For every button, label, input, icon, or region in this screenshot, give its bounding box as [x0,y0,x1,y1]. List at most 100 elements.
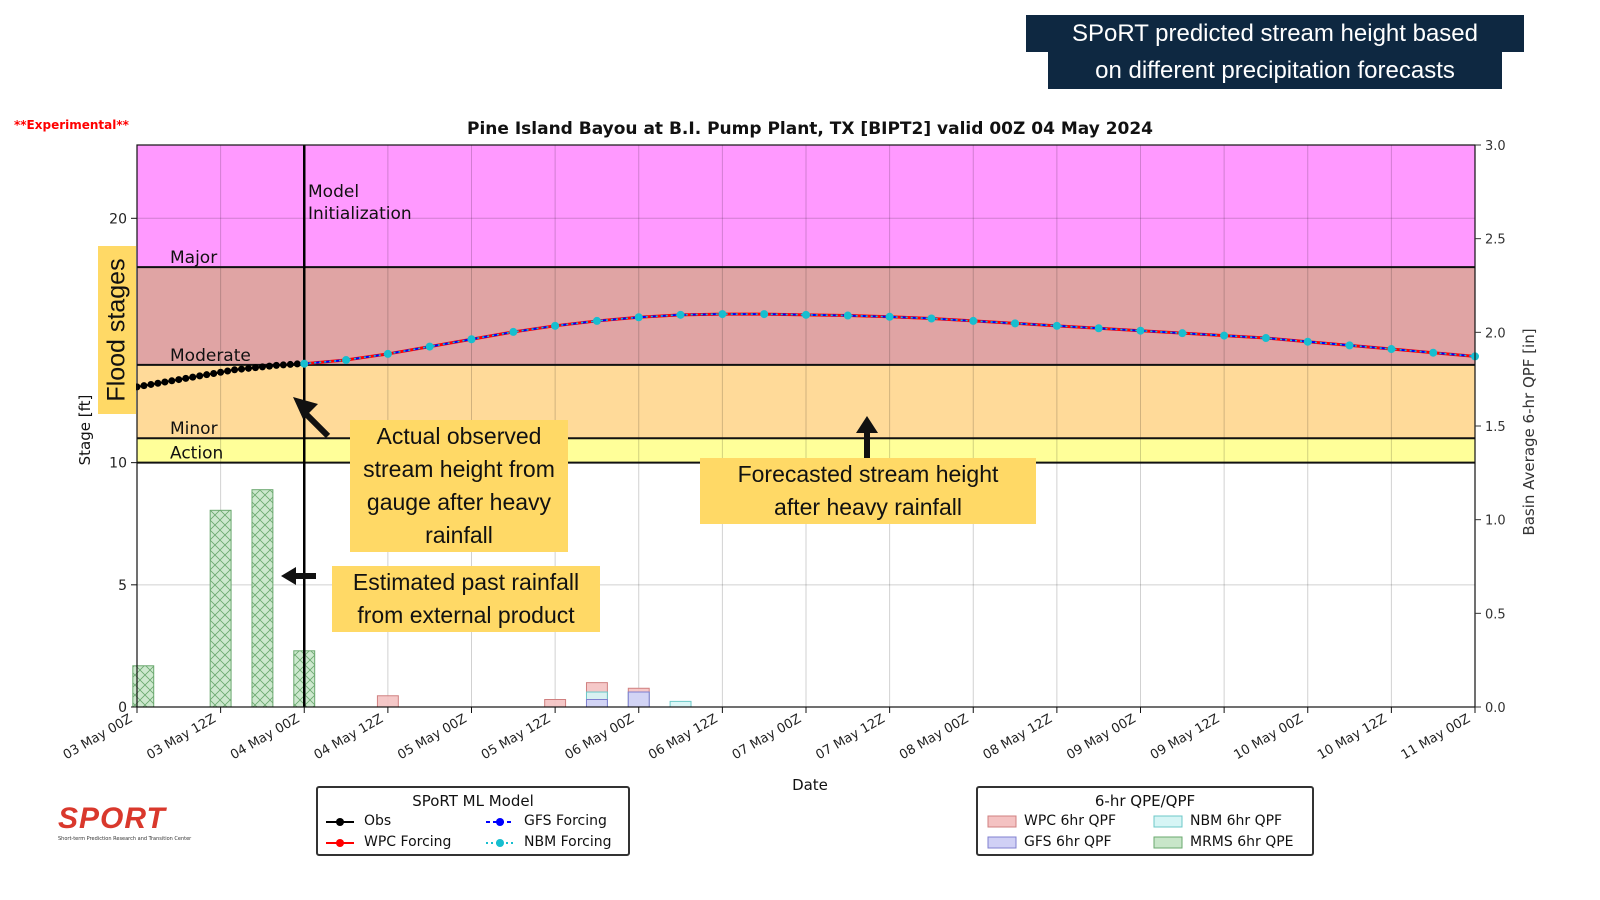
series-point-obs [182,374,190,382]
x-tick-label: 07 May 12Z [813,711,887,763]
model-legend-markers [326,818,514,847]
x-tick-label: 09 May 00Z [1064,711,1138,763]
series-point-nbm-forcing [592,316,601,325]
x-tick-label: 11 May 00Z [1399,711,1473,763]
qpf-legend-swatches [987,815,1183,849]
x-tick-label: 08 May 00Z [897,711,971,763]
series-point-nbm-forcing [634,313,643,322]
series-point-obs [224,367,232,375]
forecast-callout: Forecasted stream height after heavy rai… [700,458,1036,524]
x-tick-label: 08 May 12Z [981,711,1055,763]
series-point-obs [217,368,225,376]
sport-logo: SPORT Short-term Prediction Research and… [58,802,192,842]
series-point-nbm-forcing [1387,345,1396,354]
rainfall-callout: Estimated past rainfall from external pr… [332,566,600,632]
y-tick-label: 5 [118,578,127,594]
series-point-obs [286,360,294,368]
flood-stages-callout: Flood stages [98,246,136,414]
y2-tick-label: 2.5 [1485,233,1506,248]
flood-stage-bands [137,145,1475,463]
qpf-bar-hatch [210,510,232,707]
experimental-label: **Experimental** [14,118,129,132]
series-point-obs [196,372,204,380]
series-point-obs [140,382,148,390]
series-point-nbm-forcing [342,356,351,365]
legend-wpc-forcing: WPC Forcing [364,834,452,850]
forecast-arrow-head [856,416,878,433]
rainfall-line-2: from external product [357,602,575,628]
flood-stages-text: Flood stages [102,258,131,402]
y2-tick-label: 1.5 [1485,420,1506,435]
headline-banner: SPoRT predicted stream height based [1026,15,1524,52]
init-label-line2: Initialization [308,204,412,224]
legend-nbm-forcing: NBM Forcing [524,834,612,850]
series-point-nbm-forcing [300,359,309,368]
legend-mrms-qpe: MRMS 6hr QPE [1190,834,1294,850]
series-point-nbm-forcing [927,314,936,323]
series-point-nbm-forcing [1429,348,1438,357]
y-tick-label: 10 [109,456,127,472]
x-tick-label: 07 May 00Z [730,711,804,763]
logo-wordmark: SPORT [58,802,166,835]
observed-arrow-head [293,397,318,419]
x-tick-label: 05 May 00Z [395,711,469,763]
series-point-nbm-forcing [969,316,978,325]
series-point-nbm-forcing [1345,341,1354,350]
y2-tick-label: 3.0 [1485,139,1506,154]
y-tick-label: 0 [118,700,127,716]
series-point-obs [265,362,273,370]
model-legend: SPoRT ML Model Obs WPC Forcing GFS Forci… [316,786,630,856]
stage-label-moderate: Moderate [170,346,251,366]
series-point-obs [245,364,252,372]
series-point-nbm-forcing [1303,337,1312,346]
observed-callout: Actual observed stream height from gauge… [350,420,568,552]
qpf-legend-title: 6-hr QPE/QPF [1094,792,1196,810]
model-legend-title: SPoRT ML Model [412,792,534,810]
qpf-bar [544,699,567,708]
x-axis-label: Date [792,776,828,794]
series-point-nbm-forcing [551,321,560,330]
x-tick-label: 10 May 12Z [1315,711,1389,763]
x-tick-label: 10 May 00Z [1231,711,1305,763]
series-point-obs [147,380,155,388]
observed-line-4: rainfall [425,522,493,548]
series-point-obs [231,366,239,374]
series-point-nbm-forcing [1136,326,1145,335]
y2-axis-label: Basin Average 6-hr QPF [in] [1520,328,1538,535]
series-point-obs [203,371,211,379]
x-tick-label: 03 May 12Z [144,711,218,763]
series-point-nbm-forcing [1220,331,1229,340]
forecast-line-2: after heavy rainfall [774,494,962,520]
init-label-line1: Model [308,182,359,202]
series-point-nbm-forcing [676,310,685,319]
qpf-bar [376,695,399,708]
x-tick-label: 09 May 12Z [1148,711,1222,763]
legend-wpc-qpf: WPC 6hr QPF [1024,813,1117,829]
series-point-nbm-forcing [1094,324,1103,333]
series-point-obs [293,360,301,368]
series-point-nbm-forcing [1011,319,1020,328]
series-point-obs [189,373,197,381]
series-point-obs [251,364,259,372]
data-series [133,145,1479,707]
series-point-nbm-forcing [509,327,518,336]
logo-subtitle: Short-term Prediction Research and Trans… [58,836,192,842]
series-point-nbm-forcing [425,342,434,351]
observed-line-1: Actual observed [376,423,542,449]
stage-band-major [137,145,1475,268]
x-tick-label: 06 May 12Z [646,711,720,763]
x-tick-label: 06 May 00Z [562,711,636,763]
series-point-nbm-forcing [467,335,476,344]
series-point-obs [272,361,280,369]
stage-label-minor: Minor [170,419,218,439]
x-tick-label: 04 May 12Z [312,711,386,763]
forecast-line-1: Forecasted stream height [737,461,999,487]
qpf-bar-hatch [251,489,273,707]
qpf-bar [627,691,650,708]
series-point-nbm-forcing [1052,321,1061,330]
x-tick-label: 04 May 00Z [228,711,302,763]
x-tick-label: 05 May 12Z [479,711,553,763]
series-point-obs [279,361,287,369]
banner-line-2: on different precipitation forecasts [1095,57,1455,84]
chart-title: Pine Island Bayou at B.I. Pump Plant, TX… [467,119,1153,139]
